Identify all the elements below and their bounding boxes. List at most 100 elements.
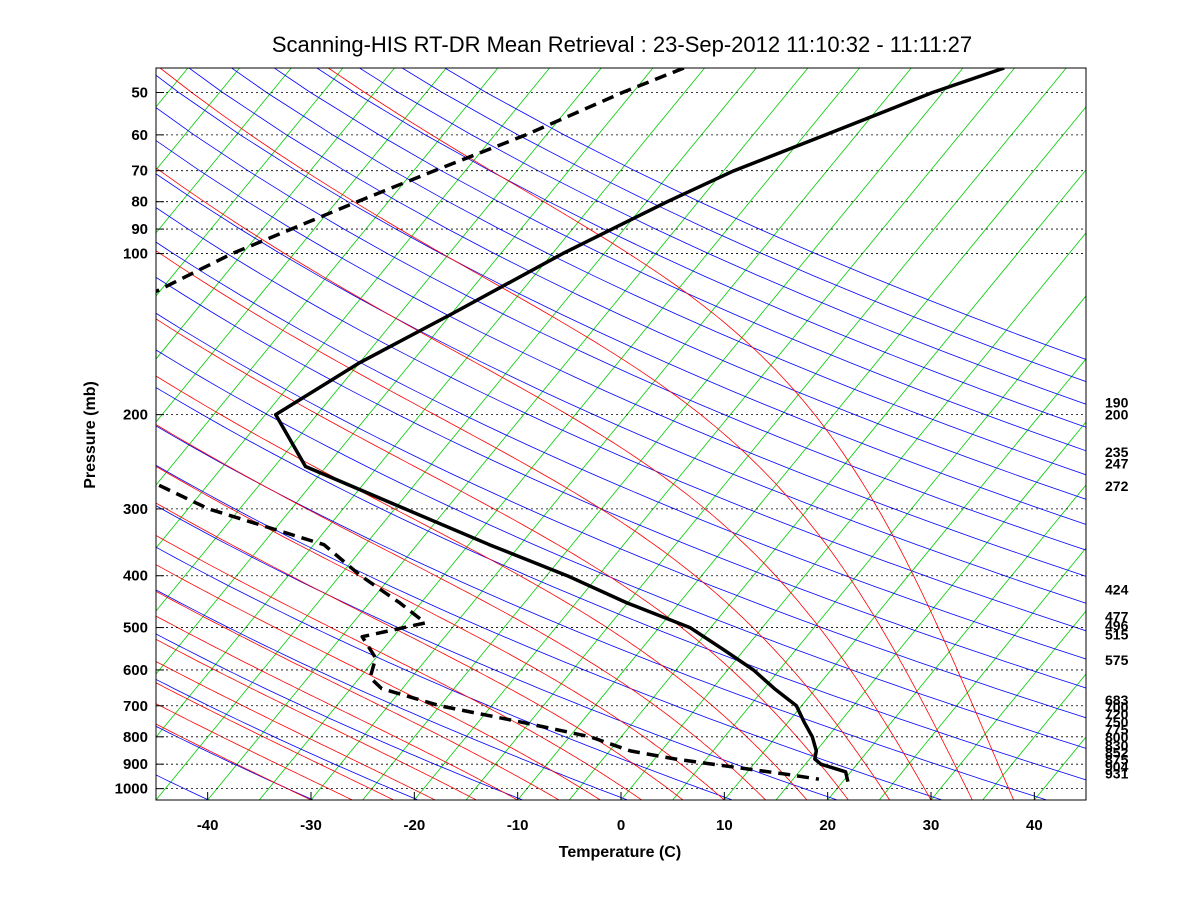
moist-adiabat-line: [156, 615, 518, 800]
dry-adiabat-line: [156, 207, 1086, 632]
temperature-profile-line: [273, 68, 1005, 782]
dry-adiabat-line: [230, 68, 1086, 476]
moist-adiabat-line: [156, 703, 353, 800]
dry-adiabat-line: [156, 387, 1086, 781]
moist-adiabat-line: [159, 68, 973, 800]
y-axis: 50 60 70 80 90 100 200 300 400 500 600 700 800 900 100…: [115, 84, 164, 798]
isotherm-line: [1138, 68, 1200, 800]
chart-title: Scanning-HIS RT-DR Mean Retrieval : 23-S…: [272, 32, 972, 57]
isotherm-line: [1034, 736, 1086, 800]
x-tick-label: 30: [923, 817, 940, 834]
isotherm-line: [156, 68, 292, 234]
y-tick-label: 200: [123, 407, 148, 424]
side-level-label: 931: [1105, 765, 1129, 781]
isotherm-line: [1085, 799, 1086, 800]
dry-adiabat-line: [156, 349, 1086, 749]
moist-adiabat-line: [156, 465, 725, 800]
side-level-label: 496: [1105, 618, 1129, 634]
y-tick-label: 500: [123, 620, 148, 637]
dry-adiabat-line: [156, 774, 209, 800]
x-tick-label: -30: [300, 817, 322, 834]
dry-adiabat-line: [156, 107, 1086, 551]
side-level-label: 272: [1105, 478, 1129, 494]
side-level-label: 247: [1105, 456, 1129, 472]
side-level-label: 830: [1105, 737, 1129, 753]
dry-adiabat-line: [316, 68, 1086, 428]
isotherm-line: [259, 68, 860, 800]
isotherm-line: [775, 421, 1086, 800]
moist-adiabat-line: [156, 167, 932, 800]
moist-adiabat-line: [156, 564, 601, 800]
side-level-label: 800: [1105, 729, 1129, 745]
y-tick-label: 600: [123, 662, 148, 679]
y-tick-label: 800: [123, 729, 148, 746]
side-level-label: 750: [1105, 714, 1129, 730]
side-level-label: 720: [1105, 706, 1129, 722]
dry-adiabat-line: [156, 312, 1086, 719]
isotherm-line: [362, 68, 964, 800]
isotherm-line: [156, 68, 602, 612]
moist-adiabat-line: [156, 502, 684, 800]
isotherm-line: [1189, 68, 1200, 800]
x-axis: -40 -30 -20 -10 0 10 20 30 40: [197, 792, 1043, 834]
y-tick-label: 50: [131, 84, 148, 101]
moist-adiabat-line: [156, 723, 312, 800]
isotherm-line: [879, 547, 1086, 800]
isotherm-line: [569, 169, 1086, 800]
dry-adiabat-line: [156, 425, 1047, 800]
isotherm-line: [156, 68, 240, 171]
side-level-label: 775: [1105, 721, 1129, 737]
isotherm-line: [724, 358, 1086, 800]
moist-adiabat-line: [156, 250, 891, 800]
isotherm-line: [156, 68, 705, 738]
side-level-label: 700: [1105, 699, 1129, 715]
moist-adiabat-line: [156, 661, 436, 800]
dry-adiabat-line: [156, 276, 1086, 689]
y-axis-label: Pressure (mb): [82, 381, 99, 489]
side-level-label: 575: [1105, 652, 1129, 668]
y-tick-label: 70: [131, 163, 148, 180]
dry-adiabat-line: [188, 68, 1086, 500]
y-tick-label: 80: [131, 194, 148, 211]
plot-frame: [155, 67, 1087, 801]
series-layer: [156, 68, 1005, 782]
dry-adiabat-line: [156, 140, 1086, 577]
isotherm-line: [517, 106, 1086, 800]
moist-adiabat-line: [156, 590, 560, 800]
moist-adiabat-line: [327, 68, 1015, 800]
y-tick-label: 100: [123, 246, 148, 263]
side-level-label: 515: [1105, 626, 1129, 642]
isotherm-line: [0, 68, 33, 800]
x-tick-label: 40: [1026, 817, 1043, 834]
y-tick-label: 700: [123, 698, 148, 715]
dry-adiabat-line: [156, 241, 1086, 660]
isotherm-line: [156, 68, 395, 360]
isotherm-line: [310, 68, 912, 800]
x-tick-label: -20: [403, 817, 425, 834]
y-tick-label: 60: [131, 127, 148, 144]
x-tick-label: -40: [197, 817, 219, 834]
background-lines: [0, 68, 1200, 800]
y-tick-label: 900: [123, 756, 148, 773]
isotherm-line: [620, 232, 1086, 800]
isotherm-line: [672, 295, 1086, 800]
isotherm-line: [156, 68, 757, 800]
isotherm-line: [982, 673, 1086, 800]
dry-adiabat-line: [156, 464, 943, 800]
isotherm-line: [0, 68, 85, 800]
side-level-label: 875: [1105, 751, 1129, 767]
side-level-label: 190: [1105, 395, 1129, 411]
dry-adiabat-line: [156, 678, 419, 800]
side-level-label: 683: [1105, 692, 1129, 708]
isotherm-line: [465, 68, 1067, 800]
side-level-label: 852: [1105, 744, 1129, 760]
side-level-label: 200: [1105, 407, 1129, 423]
side-level-label: 424: [1105, 581, 1129, 597]
side-level-label: 477: [1105, 609, 1129, 625]
side-level-label: 904: [1105, 758, 1129, 774]
dry-adiabat-line: [156, 633, 523, 800]
y-tick-label: 400: [123, 568, 148, 585]
x-axis-label: Temperature (C): [559, 844, 681, 861]
